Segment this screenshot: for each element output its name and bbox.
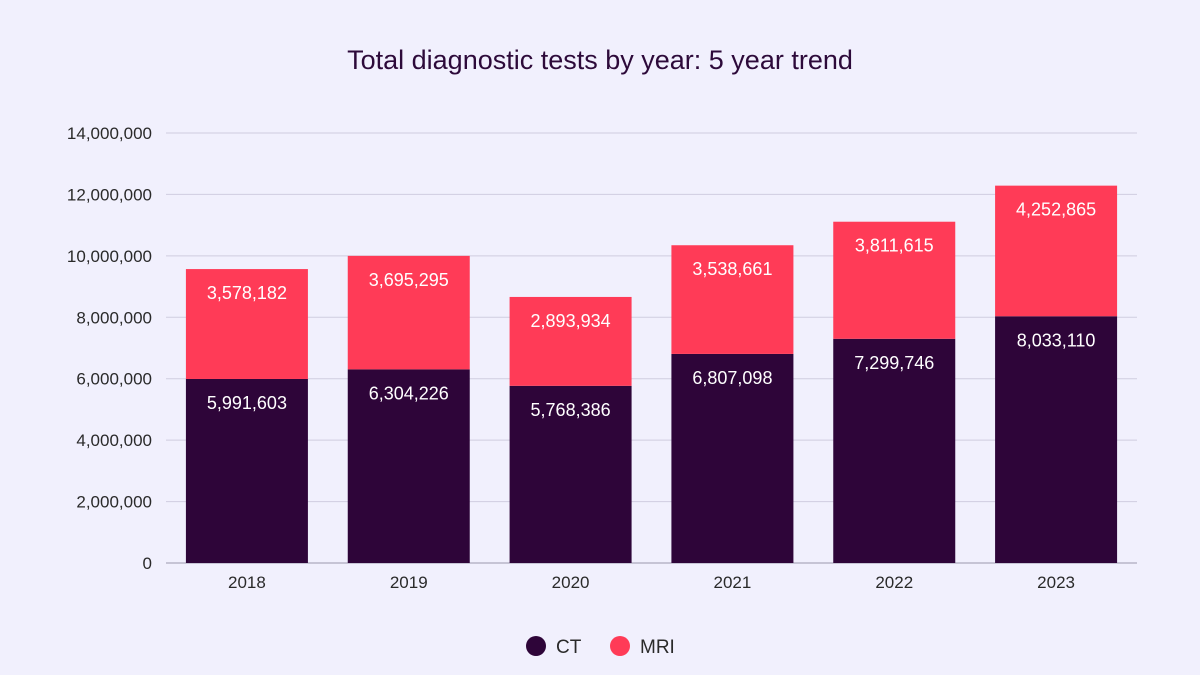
legend-label-ct: CT (556, 637, 582, 658)
bar-ct-2022 (833, 338, 956, 563)
data-label-mri-2021: 3,538,661 (692, 259, 772, 279)
y-tick-label: 10,000,000 (67, 247, 152, 266)
bar-mri-2023 (995, 185, 1118, 317)
data-label-ct-2020: 5,768,386 (531, 400, 611, 420)
y-tick-label: 12,000,000 (67, 185, 152, 204)
legend-label-mri: MRI (640, 637, 675, 658)
y-axis-ticks: 0 2,000,000 4,000,000 6,000,000 8,000,000 10,… (67, 124, 152, 573)
data-label-ct-2022: 7,299,746 (854, 353, 934, 373)
legend-swatch-mri (610, 636, 630, 656)
bars (185, 185, 1118, 563)
data-label-mri-2020: 2,893,934 (531, 311, 611, 331)
y-tick-label: 6,000,000 (76, 370, 152, 389)
chart-title: Total diagnostic tests by year: 5 year t… (347, 45, 853, 75)
data-label-ct-2019: 6,304,226 (369, 383, 449, 403)
data-label-mri-2023: 4,252,865 (1016, 200, 1096, 220)
x-tick-label: 2020 (552, 573, 590, 592)
y-tick-label: 0 (143, 554, 152, 573)
data-label-mri-2019: 3,695,295 (369, 270, 449, 290)
x-tick-label: 2023 (1037, 573, 1075, 592)
y-tick-label: 2,000,000 (76, 493, 152, 512)
bar-mri-2018 (185, 269, 308, 379)
bar-mri-2019 (347, 255, 470, 370)
bar-ct-2018 (185, 378, 308, 563)
legend-swatch-ct (526, 636, 546, 656)
bar-ct-2019 (347, 369, 470, 563)
data-label-ct-2018: 5,991,603 (207, 393, 287, 413)
data-labels: 5,991,603 3,578,182 6,304,226 3,695,295 5,76… (207, 200, 1096, 420)
x-tick-label: 2021 (714, 573, 752, 592)
bar-ct-2023 (995, 316, 1118, 563)
x-tick-label: 2019 (390, 573, 428, 592)
bar-mri-2020 (509, 296, 632, 386)
data-label-mri-2022: 3,811,615 (855, 236, 934, 256)
x-axis-ticks: 2018 2019 2020 2021 2022 2023 (228, 573, 1075, 592)
bar-ct-2020 (509, 385, 632, 563)
bar-ct-2021 (671, 353, 794, 563)
data-label-ct-2021: 6,807,098 (692, 368, 772, 388)
gridlines (166, 132, 1137, 564)
x-tick-label: 2018 (228, 573, 266, 592)
data-label-ct-2023: 8,033,110 (1017, 330, 1096, 350)
legend: CT MRI (526, 636, 675, 658)
y-tick-label: 14,000,000 (67, 124, 152, 143)
bar-mri-2022 (833, 221, 956, 339)
x-tick-label: 2022 (875, 573, 913, 592)
y-tick-label: 4,000,000 (76, 431, 152, 450)
data-label-mri-2018: 3,578,182 (207, 283, 287, 303)
y-tick-label: 8,000,000 (76, 308, 152, 327)
bar-mri-2021 (671, 245, 794, 354)
